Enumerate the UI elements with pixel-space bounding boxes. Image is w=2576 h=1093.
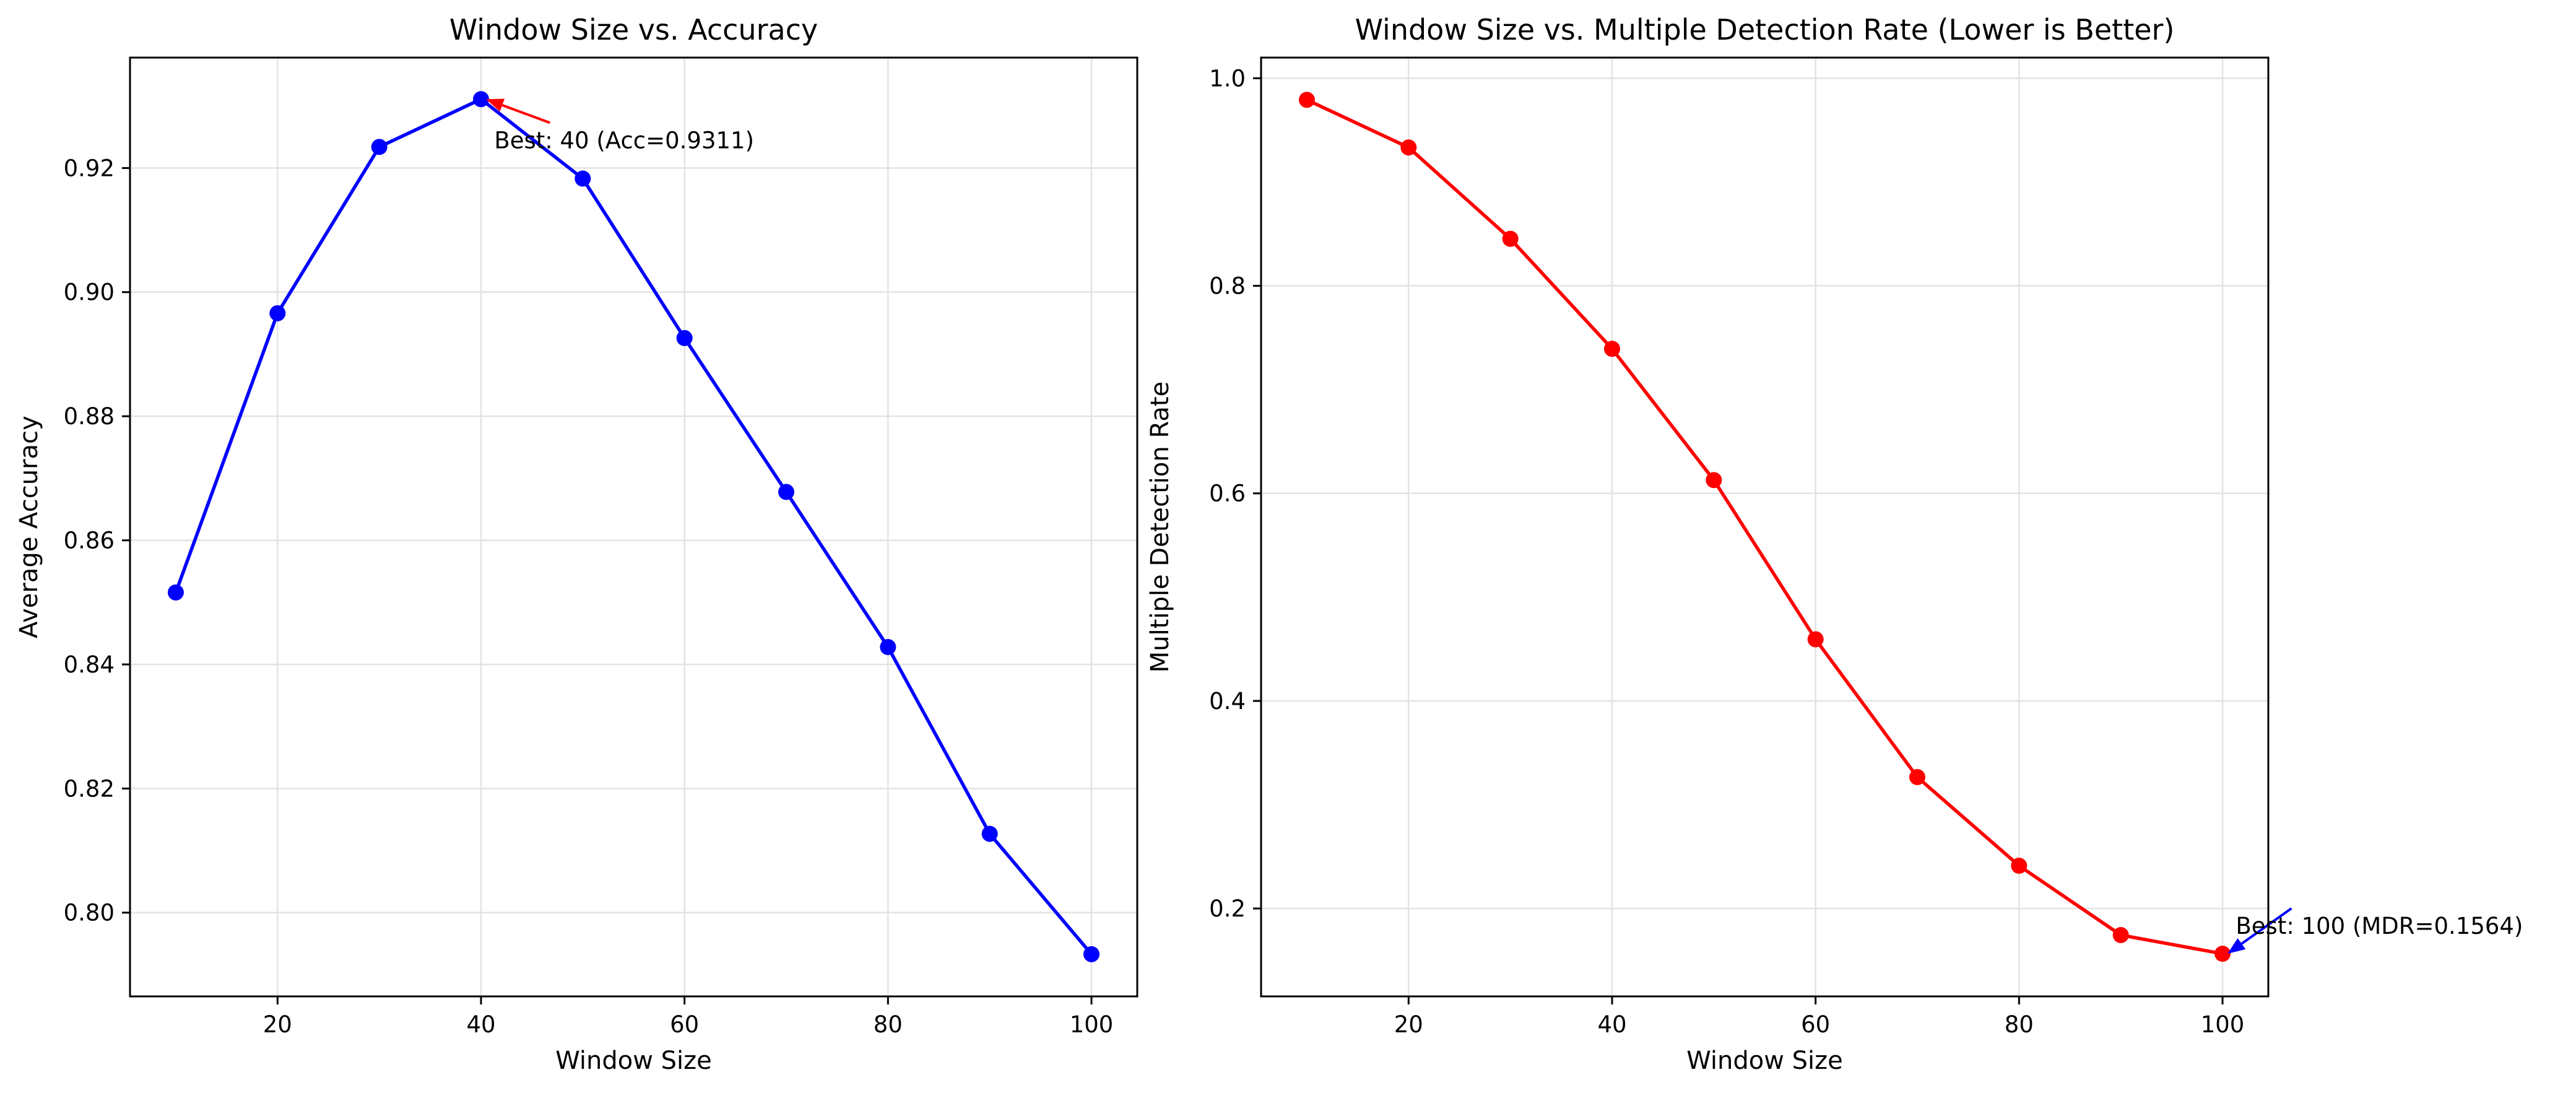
accuracy-y-tick-label-6: 0.92 [64,155,115,181]
mdr-data-point-2 [1502,230,1519,247]
mdr-chart: Best: 100 (MDR=0.1564) 20 40 60 80 100 0.20.… [1146,13,2523,1075]
accuracy-annotation-arrow [501,103,551,124]
accuracy-y-axis-label: Average Accuracy [15,416,43,638]
accuracy-y-ticks: 0.80 0.82 0.84 0.86 0.88 0.90 0.92 [64,155,130,926]
accuracy-x-ticks: 20 40 60 80 100 [263,996,1114,1038]
mdr-annotation-arrowhead [2227,938,2246,954]
accuracy-annotation-arrowhead [485,98,505,112]
accuracy-data-point-3 [472,91,489,108]
accuracy-series [167,91,1100,962]
accuracy-x-tick-label-4: 100 [1070,1011,1114,1038]
mdr-x-tick-label-2: 60 [1801,1011,1830,1038]
accuracy-data-point-1 [269,305,286,321]
mdr-data-point-8 [2112,926,2129,943]
mdr-y-tick-label-4: 1.0 [1209,65,1246,92]
mdr-data-point-3 [1603,341,1620,357]
mdr-plot-frame [1260,56,2270,998]
accuracy-x-tick-label-3: 80 [874,1011,903,1038]
mdr-series-line [1306,98,2223,956]
mdr-data-point-1 [1400,139,1417,156]
mdr-x-ticks: 20 40 60 80 100 [1394,996,2245,1038]
accuracy-annotation-text: Best: 40 (Acc=0.9311) [494,127,754,154]
mdr-y-tick-label-3: 0.8 [1209,273,1246,300]
accuracy-data-point-2 [371,139,388,155]
accuracy-grid [130,58,1137,996]
mdr-annotation-arrow [2240,907,2292,945]
accuracy-data-point-8 [981,825,998,842]
mdr-annotation: Best: 100 (MDR=0.1564) [2227,907,2523,954]
accuracy-chart-title: Window Size vs. Accuracy [449,13,818,46]
accuracy-x-tick-label-1: 40 [466,1011,495,1038]
mdr-data-point-7 [2011,858,2027,874]
accuracy-plot-frame [129,56,1138,998]
mdr-chart-title: Window Size vs. Multiple Detection Rate … [1355,13,2175,46]
mdr-series [1298,92,2231,962]
mdr-y-tick-label-1: 0.4 [1209,688,1246,715]
mdr-y-ticks: 0.2 0.4 0.6 0.8 1.0 [1209,65,1261,922]
mdr-data-point-5 [1807,631,1824,648]
mdr-x-tick-label-1: 40 [1597,1011,1626,1038]
mdr-data-point-0 [1298,92,1315,108]
accuracy-x-tick-label-2: 60 [670,1011,699,1038]
accuracy-x-tick-label-0: 20 [263,1011,292,1038]
accuracy-data-point-0 [167,584,184,601]
accuracy-y-tick-label-4: 0.88 [64,403,115,430]
mdr-x-tick-label-3: 80 [2005,1011,2034,1038]
accuracy-y-tick-label-5: 0.90 [64,279,115,306]
accuracy-chart: Best: 40 (Acc=0.9311) 20 40 60 80 100 0.800.… [15,13,1138,1075]
accuracy-series-line [174,97,1093,956]
mdr-y-tick-label-0: 0.2 [1209,895,1246,922]
accuracy-y-tick-label-2: 0.84 [64,651,115,678]
mdr-x-tick-label-0: 20 [1394,1011,1423,1038]
mdr-y-tick-label-2: 0.6 [1209,481,1246,507]
accuracy-data-point-9 [1083,946,1100,962]
accuracy-data-point-5 [676,329,693,346]
mdr-x-tick-label-4: 100 [2201,1011,2245,1038]
accuracy-x-axis-label: Window Size [555,1047,712,1075]
accuracy-y-tick-label-1: 0.82 [64,775,115,802]
accuracy-data-point-7 [880,638,896,655]
mdr-data-point-9 [2214,946,2231,962]
accuracy-data-point-4 [575,170,591,187]
accuracy-data-point-6 [778,484,795,500]
mdr-data-point-4 [1706,472,1722,489]
mdr-data-point-6 [1909,769,1926,785]
accuracy-y-tick-label-3: 0.86 [64,528,115,554]
accuracy-y-tick-label-0: 0.80 [64,900,115,926]
mdr-grid [1261,58,2268,996]
mdr-x-axis-label: Window Size [1686,1047,1843,1075]
mdr-annotation-text: Best: 100 (MDR=0.1564) [2236,913,2523,939]
mdr-y-axis-label: Multiple Detection Rate [1146,381,1174,673]
accuracy-annotation: Best: 40 (Acc=0.9311) [485,98,754,154]
